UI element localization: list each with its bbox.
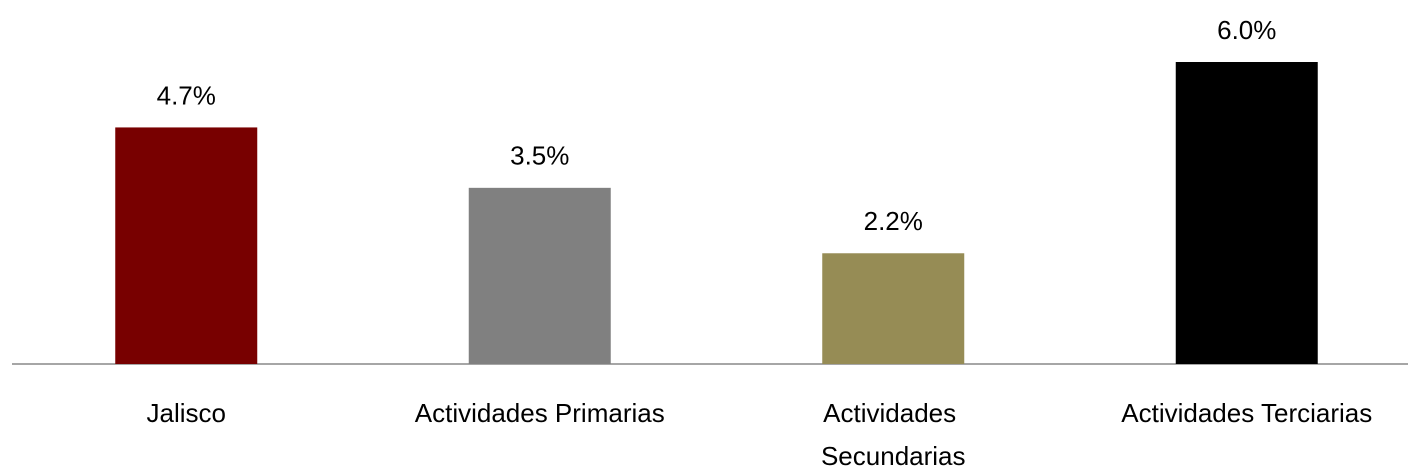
bar (822, 253, 965, 364)
value-label: 6.0% (1217, 15, 1276, 45)
x-tick-label: Jalisco (147, 398, 226, 428)
value-label: 4.7% (157, 80, 216, 110)
bar (1175, 62, 1318, 364)
x-tick-label-line: Secundarias (821, 441, 966, 471)
x-tick-label: Actividades Secundarias (821, 398, 966, 471)
bar (115, 127, 258, 364)
value-label: 2.2% (864, 206, 923, 236)
x-tick-label: Actividades Primarias (415, 398, 665, 428)
x-tick-label-line: Actividades (823, 398, 963, 428)
value-label: 3.5% (510, 141, 569, 171)
bar (468, 187, 611, 364)
x-tick-label: Actividades Terciarias (1121, 398, 1372, 428)
